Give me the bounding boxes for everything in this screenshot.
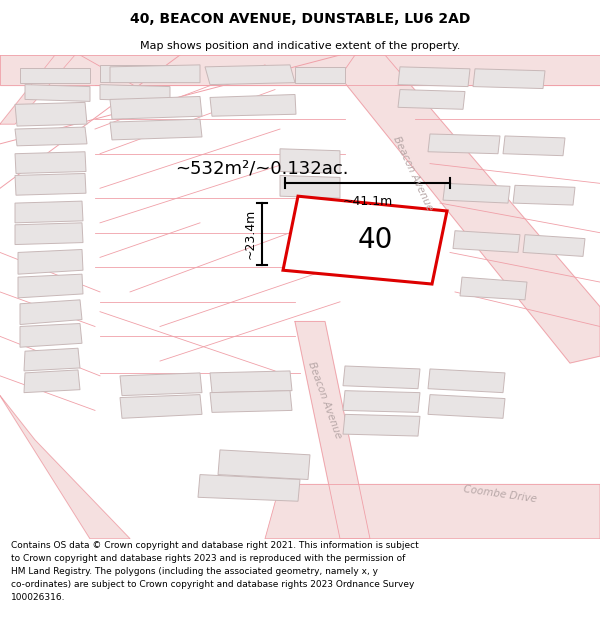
Polygon shape: [110, 119, 202, 140]
Text: ~23.4m: ~23.4m: [244, 209, 257, 259]
Polygon shape: [265, 484, 600, 539]
Polygon shape: [20, 300, 82, 324]
Polygon shape: [218, 450, 310, 479]
Text: Beacon Avenue: Beacon Avenue: [307, 361, 344, 441]
Text: 40, BEACON AVENUE, DUNSTABLE, LU6 2AD: 40, BEACON AVENUE, DUNSTABLE, LU6 2AD: [130, 12, 470, 26]
Polygon shape: [428, 369, 505, 392]
Text: ~532m²/~0.132ac.: ~532m²/~0.132ac.: [175, 159, 349, 177]
Polygon shape: [210, 371, 292, 392]
Polygon shape: [428, 134, 500, 154]
Polygon shape: [343, 391, 420, 412]
Polygon shape: [100, 65, 175, 82]
Text: Map shows position and indicative extent of the property.: Map shows position and indicative extent…: [140, 41, 460, 51]
Polygon shape: [18, 274, 83, 298]
Polygon shape: [20, 324, 82, 348]
Polygon shape: [0, 396, 130, 539]
Polygon shape: [473, 69, 545, 89]
Polygon shape: [280, 149, 340, 174]
Polygon shape: [120, 373, 202, 396]
Polygon shape: [0, 55, 600, 84]
Polygon shape: [110, 65, 200, 82]
Polygon shape: [20, 68, 90, 82]
Polygon shape: [340, 55, 600, 363]
Polygon shape: [428, 394, 505, 418]
Polygon shape: [15, 174, 86, 195]
Polygon shape: [205, 65, 295, 84]
Polygon shape: [110, 96, 202, 119]
Polygon shape: [15, 127, 87, 146]
Polygon shape: [120, 394, 202, 418]
Polygon shape: [15, 152, 86, 174]
Polygon shape: [295, 321, 370, 539]
Text: Contains OS data © Crown copyright and database right 2021. This information is : Contains OS data © Crown copyright and d…: [11, 541, 419, 602]
Polygon shape: [398, 89, 465, 109]
Polygon shape: [24, 370, 80, 392]
Polygon shape: [210, 391, 292, 412]
Polygon shape: [453, 231, 520, 253]
Polygon shape: [523, 234, 585, 256]
Text: 40: 40: [358, 226, 392, 254]
Polygon shape: [398, 67, 470, 87]
Polygon shape: [198, 474, 300, 501]
Text: Coombe Drive: Coombe Drive: [463, 484, 538, 504]
Polygon shape: [295, 67, 345, 82]
Text: Beacon Avenue: Beacon Avenue: [391, 134, 434, 212]
Polygon shape: [283, 196, 447, 284]
Polygon shape: [503, 136, 565, 156]
Polygon shape: [15, 201, 83, 223]
Polygon shape: [25, 84, 90, 101]
Polygon shape: [343, 366, 420, 389]
Text: ~41.1m: ~41.1m: [343, 195, 392, 208]
Polygon shape: [443, 183, 510, 203]
Polygon shape: [15, 102, 87, 126]
Polygon shape: [24, 348, 80, 371]
Polygon shape: [100, 84, 170, 101]
Polygon shape: [18, 249, 83, 274]
Polygon shape: [343, 414, 420, 436]
Polygon shape: [280, 176, 340, 198]
Polygon shape: [0, 55, 75, 124]
Polygon shape: [210, 94, 296, 116]
Polygon shape: [513, 186, 575, 205]
Polygon shape: [15, 223, 83, 244]
Polygon shape: [460, 277, 527, 300]
